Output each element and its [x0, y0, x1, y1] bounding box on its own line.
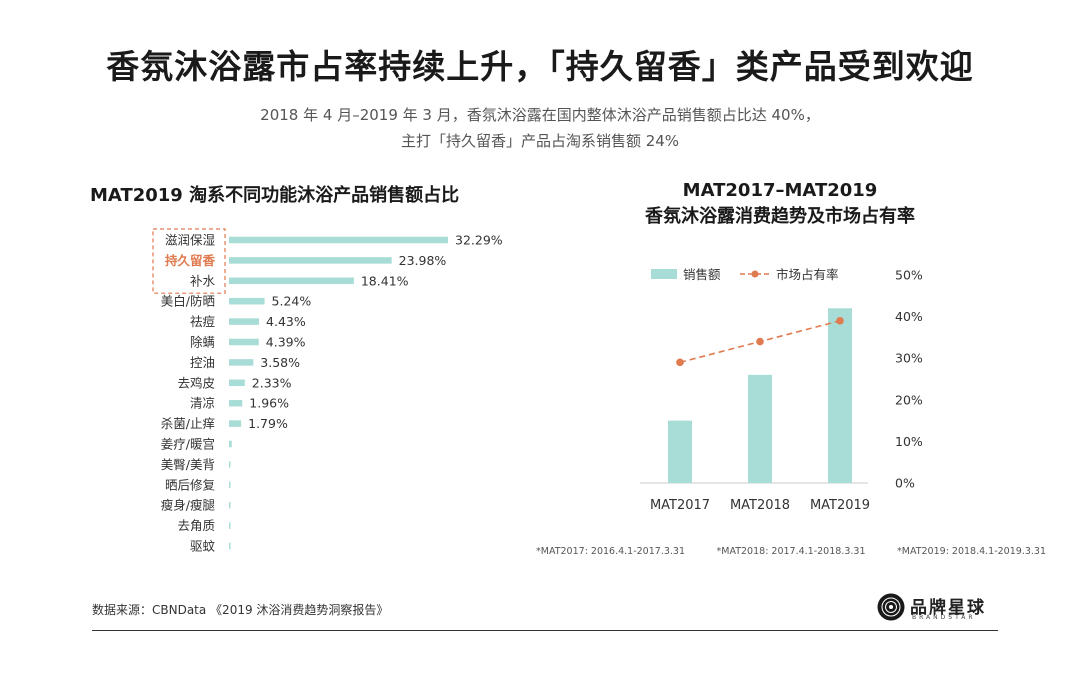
y-tick-label: 40%: [895, 309, 923, 324]
brand-name: 品牌星球: [910, 598, 986, 618]
bar: [828, 308, 852, 483]
bar: [229, 297, 265, 305]
brand-subname: BRANDSTAR: [912, 614, 976, 621]
value-label: 23.98%: [399, 253, 447, 268]
value-label: 1.79%: [248, 416, 288, 431]
legend-line-label: 市场占有率: [776, 267, 839, 282]
bar: [229, 461, 231, 468]
footer-divider: [92, 630, 998, 631]
bar: [229, 379, 245, 387]
bar: [229, 501, 231, 509]
subtitle-line-1: 2018 年 4 月–2019 年 3 月，香氛沐浴露在国内整体沐浴产品销售额占…: [260, 106, 820, 124]
category-label: 持久留香: [165, 253, 216, 268]
category-label: 控油: [190, 355, 215, 370]
bar: [229, 236, 448, 244]
right-chart-footnotes: *MAT2017: 2016.4.1-2017.3.31 *MAT2018: 2…: [536, 546, 1046, 557]
x-tick-label: MAT2019: [810, 498, 870, 513]
brand-planet-icon: [877, 593, 905, 621]
bar: [229, 399, 243, 407]
page-subtitle: 2018 年 4 月–2019 年 3 月，香氛沐浴露在国内整体沐浴产品销售额占…: [0, 102, 1080, 154]
y-tick-label: 10%: [895, 434, 923, 449]
category-label: 姜疗/暖宫: [161, 437, 215, 452]
category-label: 去鸡皮: [177, 375, 215, 390]
bar: [229, 257, 392, 264]
footnote-mat2019: *MAT2019: 2018.4.1-2019.3.31: [897, 546, 1046, 557]
category-label: 清凉: [190, 396, 215, 411]
legend-bar-swatch: [651, 269, 677, 279]
footnote-mat2017: *MAT2017: 2016.4.1-2017.3.31: [536, 546, 685, 557]
category-label: 杀菌/止痒: [161, 416, 215, 431]
bar: [229, 277, 354, 285]
highlight-box: [152, 228, 226, 294]
value-label: 1.96%: [249, 396, 289, 411]
bar: [748, 374, 772, 483]
bar: [229, 440, 232, 448]
value-label: 4.43%: [266, 314, 306, 329]
line-point: [836, 316, 844, 325]
bar: [668, 420, 692, 483]
bar: [229, 420, 242, 427]
page-title: 香氛沐浴露市占率持续上升，「持久留香」类产品受到欢迎: [106, 47, 974, 86]
value-label: 3.58%: [260, 355, 300, 370]
category-label: 美臀/美背: [161, 457, 215, 472]
legend-line-marker: [751, 270, 759, 278]
category-label: 除螨: [190, 335, 215, 350]
bar: [229, 338, 259, 346]
y-tick-label: 0%: [895, 476, 915, 491]
x-tick-label: MAT2017: [650, 498, 710, 513]
line-point: [676, 358, 684, 367]
left-chart-title: MAT2019 淘系不同功能沐浴产品销售额占比: [90, 185, 460, 206]
category-label: 瘦身/瘦腿: [161, 498, 216, 513]
category-label: 滋润保湿: [165, 233, 215, 248]
subtitle-line-2: 主打「持久留香」产品占淘系销售额 24%: [400, 132, 680, 150]
right-chart-title: MAT2017–MAT2019 香氛沐浴露消费趋势及市场占有率: [600, 178, 960, 230]
category-label: 补水: [190, 273, 216, 288]
value-label: 4.39%: [266, 335, 306, 350]
value-label: 5.24%: [272, 294, 312, 309]
bar: [229, 522, 231, 529]
category-label: 美白/防晒: [161, 294, 215, 309]
value-label: 2.33%: [252, 375, 292, 390]
bar: [229, 318, 260, 325]
bar: [229, 481, 231, 489]
x-tick-label: MAT2018: [730, 498, 790, 513]
category-label: 祛痘: [190, 314, 216, 329]
brand-logo-block: 品牌星球 BRANDSTAR: [876, 592, 1006, 632]
bar: [229, 359, 254, 366]
legend-bar-label: 销售额: [683, 267, 721, 282]
y-tick-label: 50%: [895, 268, 923, 283]
line-point: [756, 337, 764, 346]
value-label: 18.41%: [361, 273, 409, 288]
right-chart-title-line-1: MAT2017–MAT2019: [682, 180, 878, 201]
y-tick-label: 20%: [895, 392, 923, 407]
right-chart-title-line-2: 香氛沐浴露消费趋势及市场占有率: [645, 206, 915, 227]
footnote-mat2018: *MAT2018: 2017.4.1-2018.3.31: [716, 546, 866, 557]
category-label: 去角质: [177, 518, 215, 533]
bar: [229, 542, 231, 550]
category-label: 晒后修复: [165, 477, 216, 492]
value-label: 32.29%: [455, 233, 503, 248]
y-tick-label: 30%: [895, 351, 923, 366]
category-label: 驱蚊: [190, 539, 216, 554]
data-source: 数据来源：CBNData 《2019 沐浴消费趋势洞察报告》: [92, 603, 389, 617]
